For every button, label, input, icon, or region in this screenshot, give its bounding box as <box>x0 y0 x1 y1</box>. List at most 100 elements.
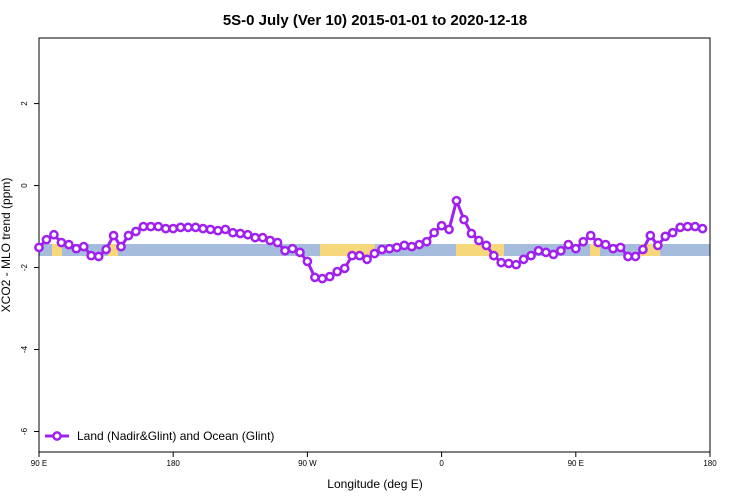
data-point <box>71 243 82 254</box>
data-point <box>548 249 559 260</box>
y-tick-label: -6 <box>20 427 29 435</box>
chart-title: 5S-0 July (Ver 10) 2015-01-01 to 2020-12… <box>223 12 527 29</box>
data-point <box>384 243 395 254</box>
data-point <box>93 251 104 262</box>
data-point <box>242 229 253 240</box>
data-point <box>272 237 283 248</box>
y-axis-label: XCO2 - MLO trend (ppm) <box>0 178 13 313</box>
data-point <box>526 250 536 261</box>
data-point <box>168 223 179 234</box>
data-point <box>56 237 67 248</box>
data-point <box>697 223 708 234</box>
data-point <box>585 230 596 241</box>
data-point <box>444 224 454 235</box>
data-point <box>198 223 208 234</box>
data-point <box>466 228 477 239</box>
x-tick-label: 90 E <box>31 459 47 468</box>
data-point <box>630 251 641 262</box>
y-tick-label: 2 <box>20 101 29 106</box>
x-tick-label: 90 E <box>568 459 584 468</box>
data-point <box>488 250 499 261</box>
data-point <box>362 254 372 265</box>
legend-marker <box>52 431 62 441</box>
data-point <box>608 243 618 254</box>
data-point <box>518 254 529 265</box>
data-point <box>317 273 328 284</box>
data-point <box>324 271 335 282</box>
data-point <box>220 224 231 235</box>
data-point <box>474 235 484 246</box>
x-tick-label: 180 <box>703 459 717 468</box>
legend-label: Land (Nadir&Glint) and Ocean (Glint) <box>77 429 274 443</box>
data-point <box>533 245 544 256</box>
data-point <box>615 242 626 253</box>
x-tick-label: 90 W <box>298 459 317 468</box>
data-point <box>280 245 290 256</box>
data-point <box>600 239 611 250</box>
data-point <box>459 214 469 225</box>
data-point <box>399 240 410 251</box>
data-point <box>257 232 268 243</box>
data-point <box>295 247 305 258</box>
data-point <box>287 243 298 254</box>
data-point <box>78 241 89 252</box>
y-tick-label: -2 <box>20 263 29 271</box>
land-band <box>52 244 62 256</box>
land-band <box>320 244 375 256</box>
data-point <box>227 227 238 238</box>
data-point <box>377 244 387 255</box>
data-point <box>205 224 216 235</box>
data-point <box>496 257 507 268</box>
data-point <box>652 240 663 251</box>
y-tick-label: -4 <box>20 345 29 353</box>
data-point <box>250 232 261 243</box>
data-point <box>541 247 551 258</box>
data-point <box>570 243 581 254</box>
data-point <box>175 222 186 233</box>
data-point <box>623 251 633 262</box>
data-point <box>638 244 648 255</box>
data-point <box>667 227 678 238</box>
y-tick-label: 0 <box>20 183 29 188</box>
data-point <box>660 231 671 242</box>
data-point <box>436 220 447 231</box>
data-point <box>645 230 656 241</box>
data-point <box>556 245 566 256</box>
data-point <box>421 236 432 247</box>
data-point <box>160 223 171 234</box>
data-point <box>429 227 439 238</box>
data-point <box>138 221 149 232</box>
series-line <box>37 195 703 281</box>
data-point <box>49 229 59 240</box>
data-point <box>310 272 320 283</box>
land-band <box>590 244 600 256</box>
data-point <box>451 195 462 206</box>
data-point <box>406 241 417 252</box>
data-point <box>332 266 343 277</box>
data-point <box>86 250 97 261</box>
data-point <box>213 225 223 236</box>
data-point <box>190 222 201 233</box>
data-point <box>116 241 126 252</box>
data-point <box>101 244 111 255</box>
data-point <box>41 234 52 245</box>
data-point <box>593 237 604 248</box>
data-point <box>682 221 693 232</box>
data-point <box>369 248 380 259</box>
x-tick-label: 180 <box>167 459 181 468</box>
data-point <box>354 250 365 261</box>
data-point <box>145 221 156 232</box>
data-point <box>131 226 141 237</box>
land-band <box>108 244 118 256</box>
data-point <box>675 222 686 233</box>
data-point <box>302 256 313 267</box>
data-point <box>690 221 700 232</box>
data-point <box>63 239 74 250</box>
data-point <box>414 239 425 250</box>
data-point <box>235 228 246 239</box>
data-point <box>563 239 574 250</box>
data-point <box>503 258 514 269</box>
data-point <box>392 242 402 253</box>
